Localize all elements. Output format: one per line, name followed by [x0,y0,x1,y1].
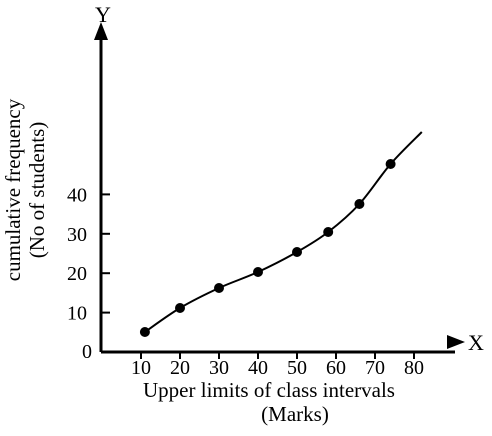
data-point [354,199,365,209]
x-axis-title-line-1: Upper limits of class intervals [143,378,395,402]
x-tick-label: 30 [209,357,229,379]
y-axis-arrow [94,22,108,40]
y-axis-letter: Y [95,2,111,27]
x-tick-label: 50 [287,357,307,379]
x-tick-label: 70 [365,357,385,379]
x-axis-arrow [447,335,465,349]
data-point [323,227,334,237]
x-tick-label: 40 [248,357,268,379]
x-axis-letter: X [468,330,484,355]
y-tick-label: 20 [67,263,87,285]
y-axis-title-line-1: cumulative frequency [1,98,25,281]
y-ticks: 10 20 30 40 [67,184,110,325]
data-point [253,267,263,277]
data-point [214,283,224,293]
y-tick-label: 10 [67,303,87,325]
x-axis-title-line-2: (Marks) [261,402,329,426]
ogive-curve [144,131,423,333]
x-tick-label: 20 [170,357,190,379]
y-tick-label: 30 [67,224,87,246]
origin-label: 0 [82,341,92,363]
x-tick-label: 80 [404,357,424,379]
data-point [139,327,150,337]
data-point [292,247,302,257]
data-points [139,159,396,337]
x-tick-label: 10 [131,357,151,379]
data-point [385,159,396,169]
y-tick-label: 40 [67,184,87,206]
y-axis-title-line-2: (No of students) [25,122,49,258]
x-ticks: 10 20 30 40 50 60 70 80 [131,352,424,379]
data-point [175,303,185,313]
x-tick-label: 60 [326,357,346,379]
